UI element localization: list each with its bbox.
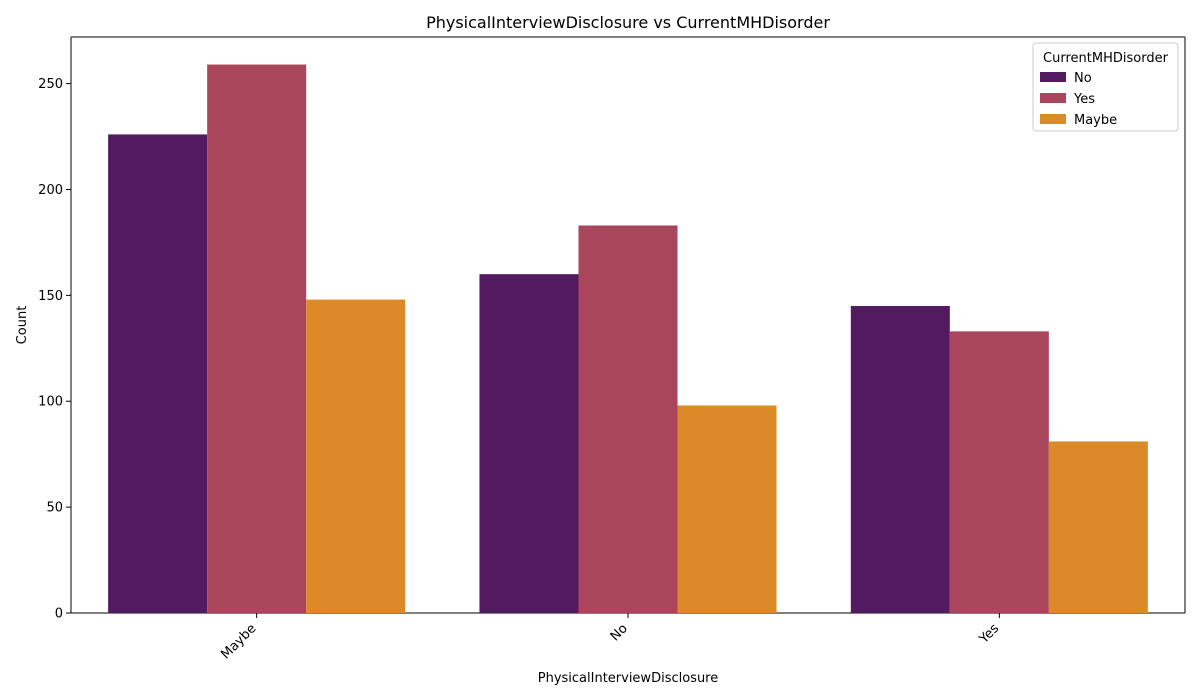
x-tick-label: Yes (976, 621, 1002, 647)
y-axis-label: Count (15, 306, 30, 345)
x-axis: Maybe No Yes (218, 613, 1002, 662)
y-tick-label: 250 (38, 77, 63, 92)
legend-label-yes: Yes (1073, 92, 1095, 107)
y-tick-label: 200 (38, 183, 63, 198)
bar-yes-no (850, 305, 950, 613)
y-tick-label: 150 (38, 289, 63, 304)
legend-box (1032, 42, 1179, 132)
bar-yes-yes (949, 331, 1049, 613)
legend-swatch-maybe (1040, 114, 1066, 124)
y-tick-label: 100 (38, 395, 63, 410)
x-axis-label: PhysicalInterviewDisclosure (538, 671, 719, 686)
bar-maybe-maybe (306, 299, 406, 613)
y-axis: 0 50 100 150 200 250 (38, 77, 71, 622)
bars (108, 64, 1148, 614)
bar-maybe-yes (207, 64, 307, 613)
legend-swatch-no (1040, 72, 1066, 82)
chart-title: PhysicalInterviewDisclosure vs CurrentMH… (426, 13, 830, 32)
bar-no-no (479, 274, 579, 613)
legend-label-no: No (1074, 71, 1092, 86)
legend-title: CurrentMHDisorder (1043, 51, 1169, 66)
bar-no-maybe (677, 405, 777, 613)
bar-maybe-no (108, 134, 208, 614)
bar-no-yes (578, 225, 678, 613)
legend-swatch-yes (1040, 93, 1066, 103)
x-tick-label: Maybe (218, 621, 259, 662)
x-tick-label: No (608, 621, 631, 644)
bar-yes-maybe (1048, 441, 1148, 613)
y-tick-label: 0 (55, 607, 63, 622)
legend-label-maybe: Maybe (1074, 113, 1117, 128)
y-tick-label: 50 (46, 501, 63, 516)
legend: CurrentMHDisorder No Yes Maybe (1032, 42, 1179, 132)
